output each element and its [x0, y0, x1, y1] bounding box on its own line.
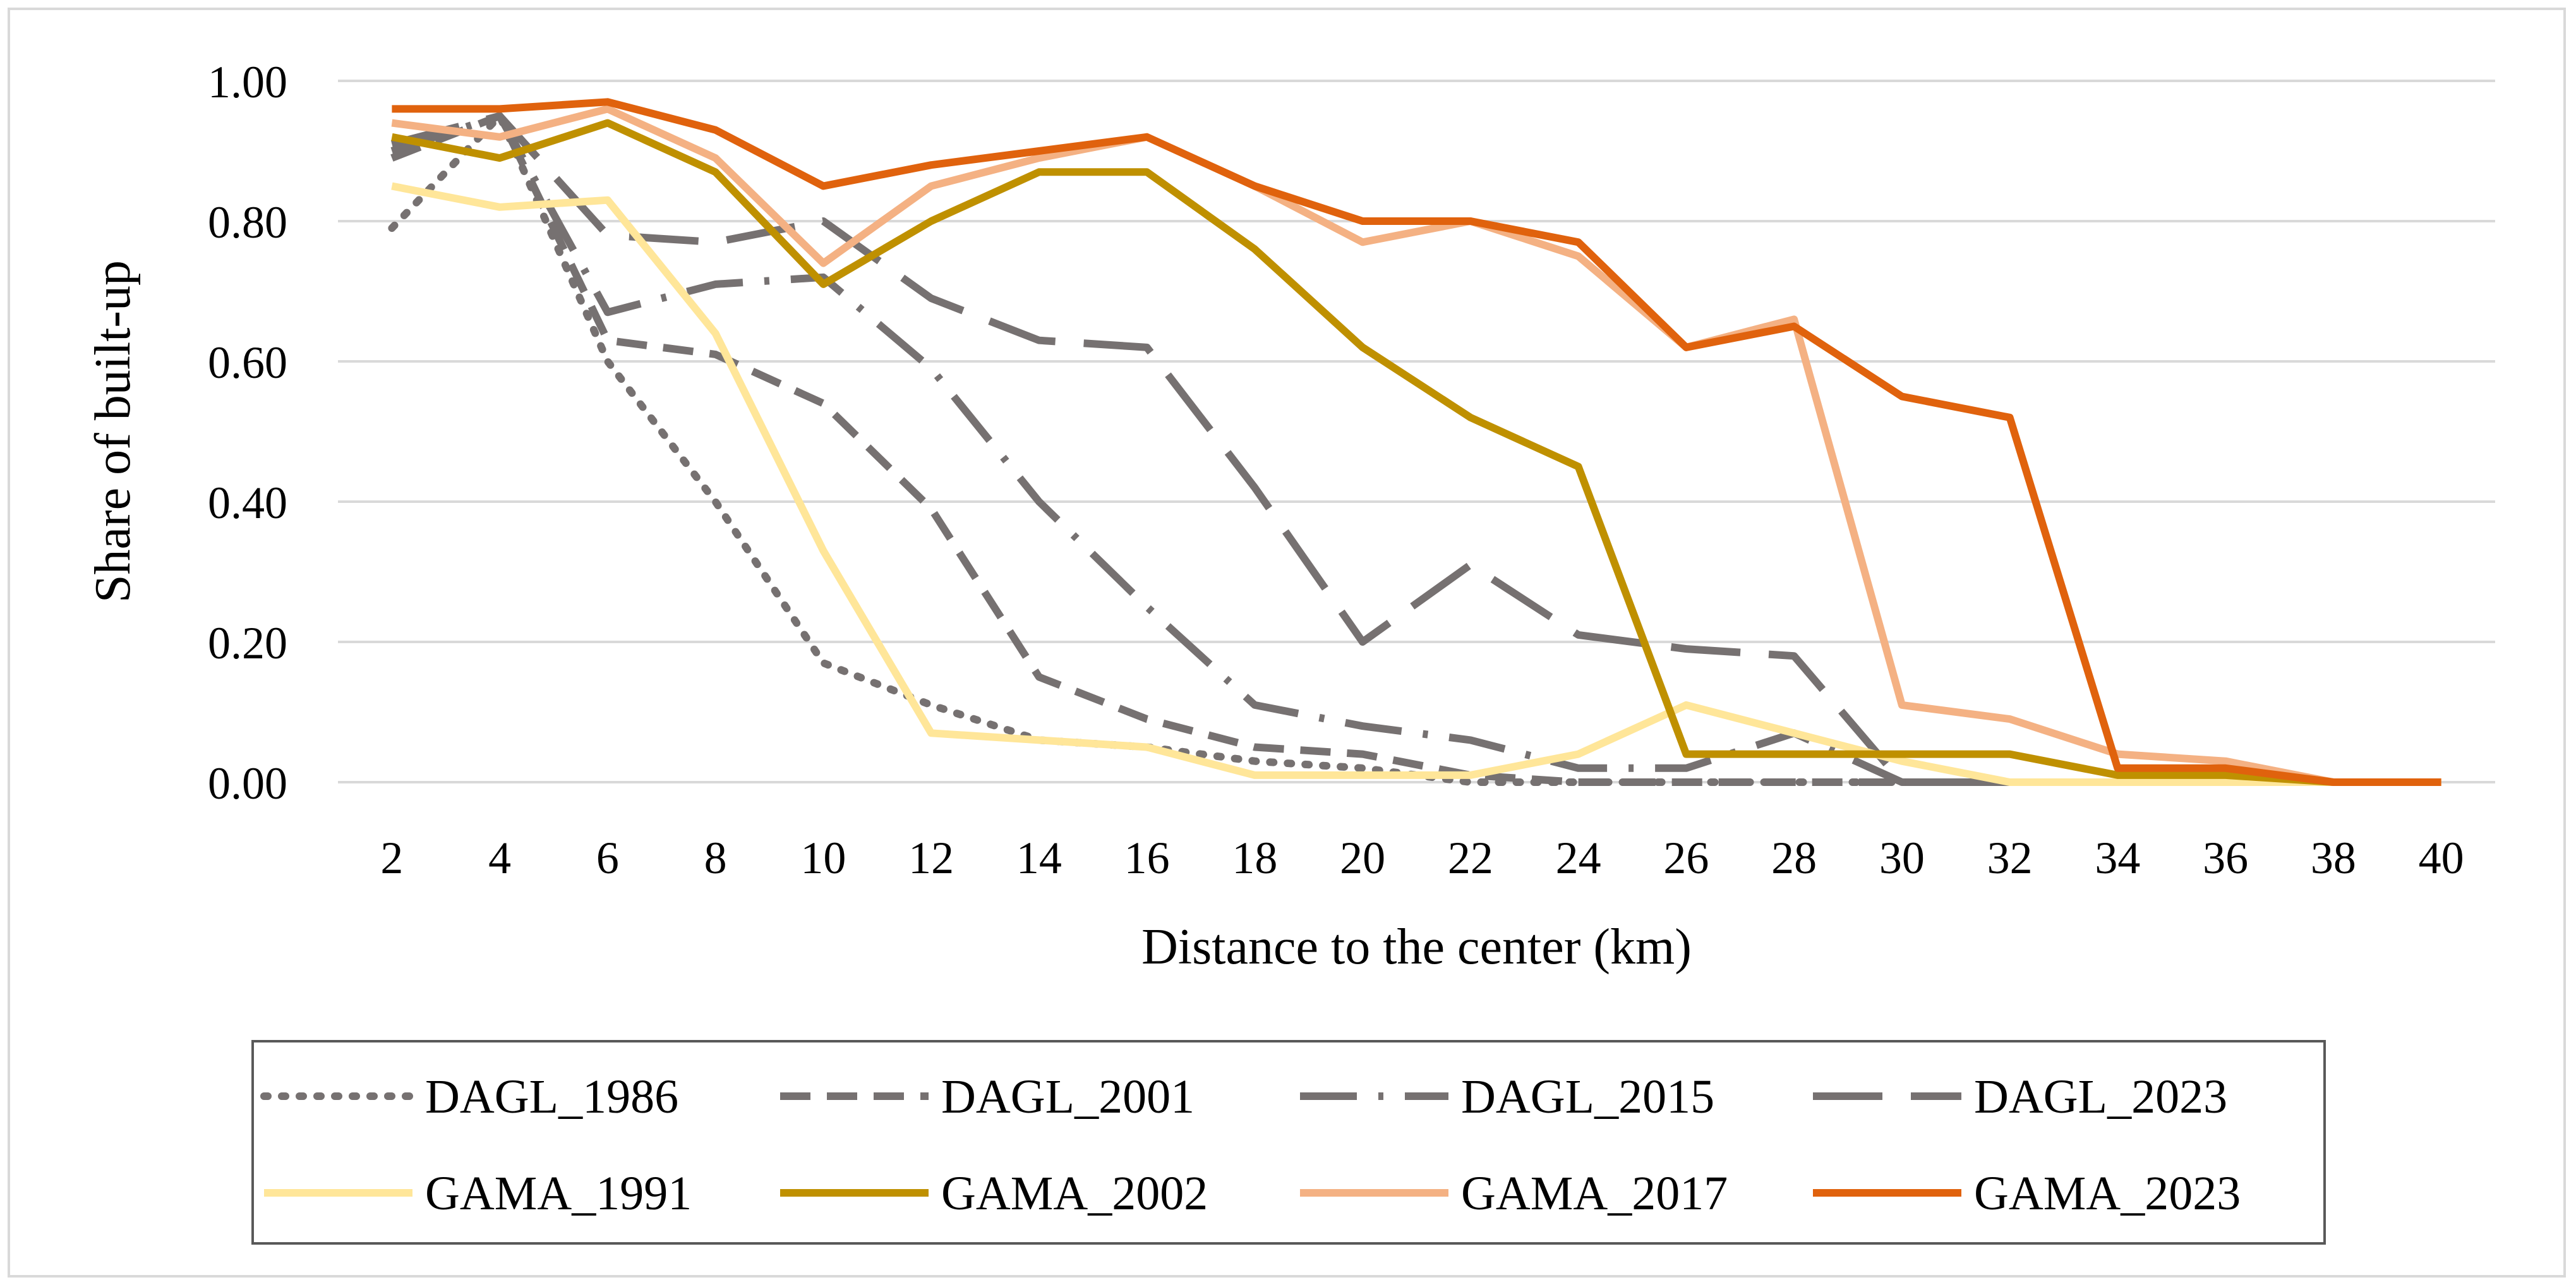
y-tick-label: 0.00 [208, 758, 287, 809]
x-tick-label: 14 [1016, 833, 1062, 883]
y-tick-label: 0.40 [208, 478, 287, 528]
legend-label: DAGL_2015 [1461, 1070, 1714, 1123]
legend-item-dagl-2015: DAGL_2015 [1300, 1070, 1714, 1123]
x-axis-tick-labels: 2 4 6 8 10 12 14 16 18 20 22 24 26 28 30 32 34 36 38 40 [380, 833, 2464, 883]
x-tick-label: 18 [1232, 833, 1277, 883]
series-line-dagl-2001 [390, 112, 2010, 786]
y-tick-label: 1.00 [208, 57, 287, 107]
legend-label: GAMA_1991 [425, 1167, 692, 1220]
y-tick-label: 0.20 [208, 618, 287, 668]
series-line-dagl-2023 [390, 112, 2010, 786]
y-tick-label: 0.80 [208, 197, 287, 248]
legend-item-dagl-1986: DAGL_1986 [260, 1070, 678, 1123]
x-tick-label: 32 [1987, 833, 2033, 883]
x-tick-label: 26 [1663, 833, 1709, 883]
legend-item-dagl-2023: DAGL_2023 [1813, 1070, 2227, 1123]
y-axis-tick-labels: 0.00 0.20 0.40 0.60 0.80 1.00 [208, 57, 287, 809]
legend-item-gama-2002: GAMA_2002 [780, 1167, 1208, 1220]
series-line-dagl-2015 [390, 112, 2010, 786]
series-line-gama-1991 [391, 182, 2441, 786]
legend-label: DAGL_2001 [941, 1070, 1195, 1123]
legend: DAGL_1986 DAGL_2001 DAGL_2015 DAGL_2023 GAMA… [251, 1040, 2326, 1245]
legend-label: GAMA_2023 [1974, 1167, 2241, 1220]
series-line-gama-2023 [392, 98, 2441, 786]
x-tick-label: 30 [1879, 833, 1925, 883]
legend-label: DAGL_1986 [425, 1070, 678, 1123]
x-tick-label: 6 [596, 833, 619, 883]
x-tick-label: 34 [2095, 833, 2140, 883]
x-tick-label: 16 [1124, 833, 1170, 883]
x-tick-label: 24 [1556, 833, 1601, 883]
y-axis-title: Share of built-up [85, 260, 141, 603]
x-tick-label: 12 [908, 833, 954, 883]
x-tick-label: 28 [1771, 833, 1817, 883]
legend-box [251, 1040, 2326, 1245]
legend-item-dagl-2001: DAGL_2001 [780, 1070, 1195, 1123]
series-lines [388, 98, 2441, 786]
x-tick-label: 22 [1448, 833, 1493, 883]
x-tick-label: 40 [2419, 833, 2464, 883]
x-tick-label: 38 [2311, 833, 2356, 883]
x-tick-label: 20 [1340, 833, 1385, 883]
legend-items: DAGL_1986 DAGL_2001 DAGL_2015 DAGL_2023 GAMA… [260, 1070, 2241, 1220]
legend-item-gama-1991: GAMA_1991 [264, 1167, 692, 1220]
legend-item-gama-2017: GAMA_2017 [1300, 1167, 1728, 1220]
series-line-gama-2002 [391, 119, 2441, 786]
x-tick-label: 8 [704, 833, 727, 883]
x-axis-title: Distance to the center (km) [1141, 919, 1692, 975]
legend-label: DAGL_2023 [1974, 1070, 2227, 1123]
legend-label: GAMA_2017 [1461, 1167, 1728, 1220]
series-line-gama-2017 [391, 105, 2441, 786]
legend-item-gama-2023: GAMA_2023 [1813, 1167, 2241, 1220]
series-line-dagl-1986 [388, 112, 2014, 786]
x-tick-label: 36 [2203, 833, 2248, 883]
x-tick-label: 4 [488, 833, 511, 883]
legend-label: GAMA_2002 [941, 1167, 1208, 1220]
y-tick-label: 0.60 [208, 337, 287, 388]
x-tick-label: 2 [380, 833, 403, 883]
x-tick-label: 10 [800, 833, 846, 883]
